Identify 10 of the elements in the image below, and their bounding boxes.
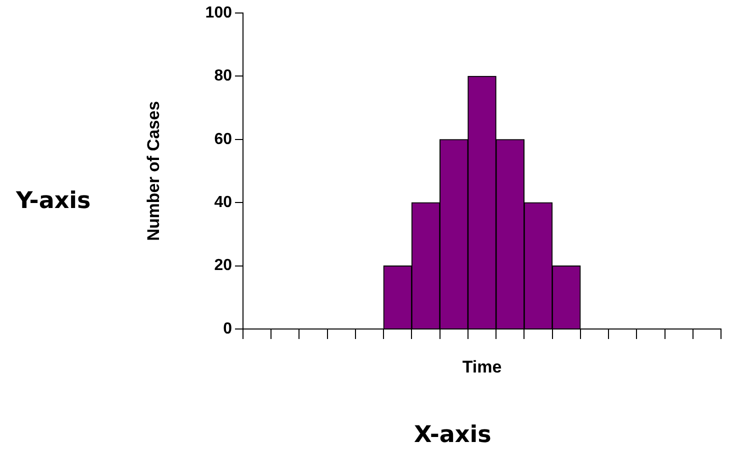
y-tick-label: 100 (205, 4, 232, 22)
x-axis-title: Time (462, 357, 502, 376)
y-axis-title: Number of Cases (144, 101, 163, 241)
y-tick-label: 60 (214, 130, 232, 148)
text: Y-axis (16, 188, 91, 214)
y-tick-label: 40 (214, 194, 232, 212)
text: X-axis (414, 422, 492, 448)
y-tick-label: 80 (214, 68, 232, 85)
y-tick-label: 0 (223, 320, 232, 338)
y-tick-label: 20 (214, 257, 232, 274)
